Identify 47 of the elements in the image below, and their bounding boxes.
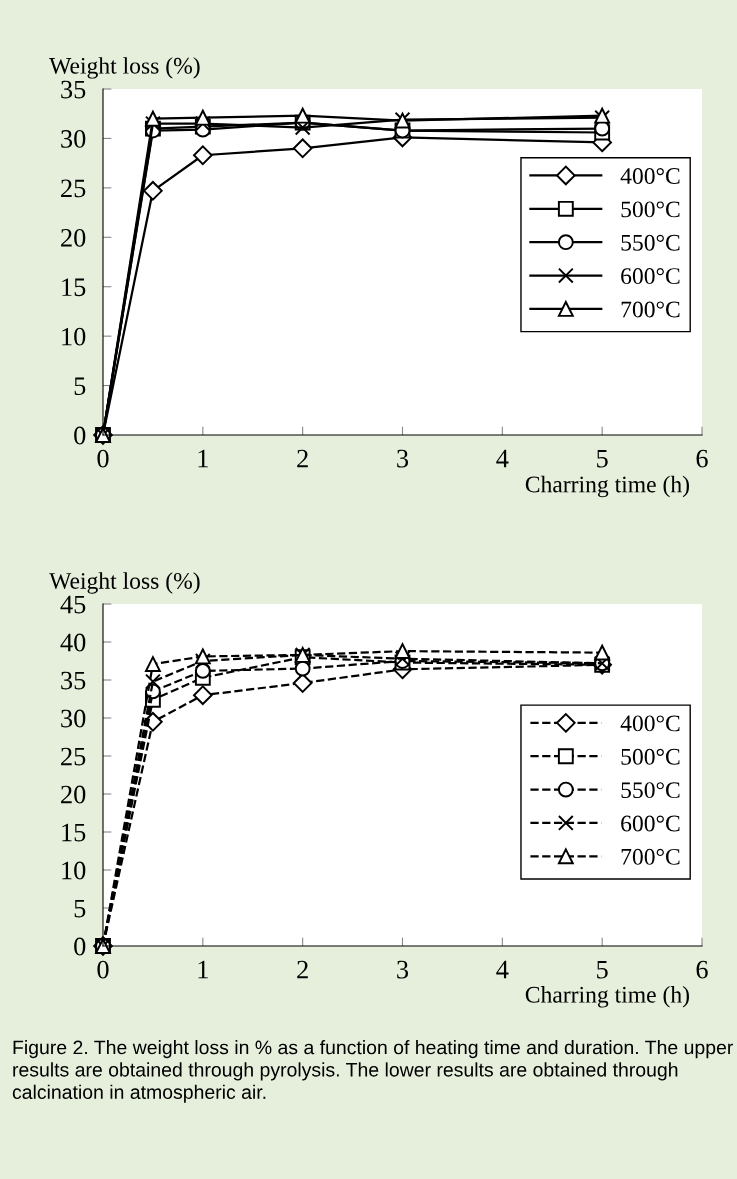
caption: Figure 2. The weight loss in % as a function of heating time and duration. The upper results are obtained through pyrolysis. The lower results are obtained through calcination in atmospheric air. xyxy=(12,1040,734,1103)
x-tick-label: 0 xyxy=(97,960,109,979)
y-tick-label: 20 xyxy=(61,228,86,247)
legend-label: 400°C xyxy=(620,168,680,184)
y-tick-label: 25 xyxy=(61,179,86,198)
x-axis-title: Charring time (h) xyxy=(525,986,689,1008)
y-tick-label: 35 xyxy=(61,80,86,99)
y-tick-label: 5 xyxy=(74,899,86,918)
x-tick-label: 4 xyxy=(496,449,509,468)
x-tick-label: 4 xyxy=(496,960,509,979)
legend-label: 600°C xyxy=(621,268,680,285)
legend-label: 550°C xyxy=(621,782,680,799)
y-tick-label: 10 xyxy=(62,327,86,346)
x-tick-label: 1 xyxy=(198,449,208,468)
legend-label: 700°C xyxy=(621,848,680,865)
y-tick-label: 5 xyxy=(74,377,86,395)
y-tick-label: 10 xyxy=(62,861,86,880)
x-tick-label: 3 xyxy=(397,960,409,979)
x-tick-label: 1 xyxy=(198,960,208,979)
x-tick-label: 6 xyxy=(696,449,708,468)
y-tick-label: 15 xyxy=(62,278,86,297)
x-tick-label: 2 xyxy=(297,960,308,979)
y-tick-label: 25 xyxy=(61,747,86,766)
legend-label: 550°C xyxy=(621,234,680,251)
x-tick-label: 2 xyxy=(297,449,308,468)
y-tick-label: 15 xyxy=(62,823,86,842)
y-axis-title: Weight loss (%) xyxy=(49,572,200,594)
legend-label: 500°C xyxy=(621,748,680,765)
x-tick-label: 0 xyxy=(97,449,109,468)
y-tick-label: 30 xyxy=(61,130,86,148)
y-tick-label: 20 xyxy=(61,785,86,804)
y-axis-title: Weight loss (%) xyxy=(49,57,200,79)
y-tick-label: 0 xyxy=(74,426,86,445)
x-tick-label: 6 xyxy=(696,960,708,979)
y-tick-label: 45 xyxy=(60,595,86,614)
legend-label: 500°C xyxy=(621,201,680,218)
y-tick-label: 30 xyxy=(61,709,86,728)
legend-label: 400°C xyxy=(620,715,680,732)
legend-label: 700°C xyxy=(621,301,680,318)
y-tick-label: 0 xyxy=(74,937,86,956)
x-axis-title: Charring time (h) xyxy=(525,475,689,498)
legend-label: 600°C xyxy=(621,815,680,832)
y-tick-label: 35 xyxy=(61,671,86,690)
x-tick-label: 5 xyxy=(597,960,608,979)
x-tick-label: 5 xyxy=(597,449,608,468)
y-tick-label: 40 xyxy=(60,633,86,652)
x-tick-label: 3 xyxy=(397,449,409,468)
